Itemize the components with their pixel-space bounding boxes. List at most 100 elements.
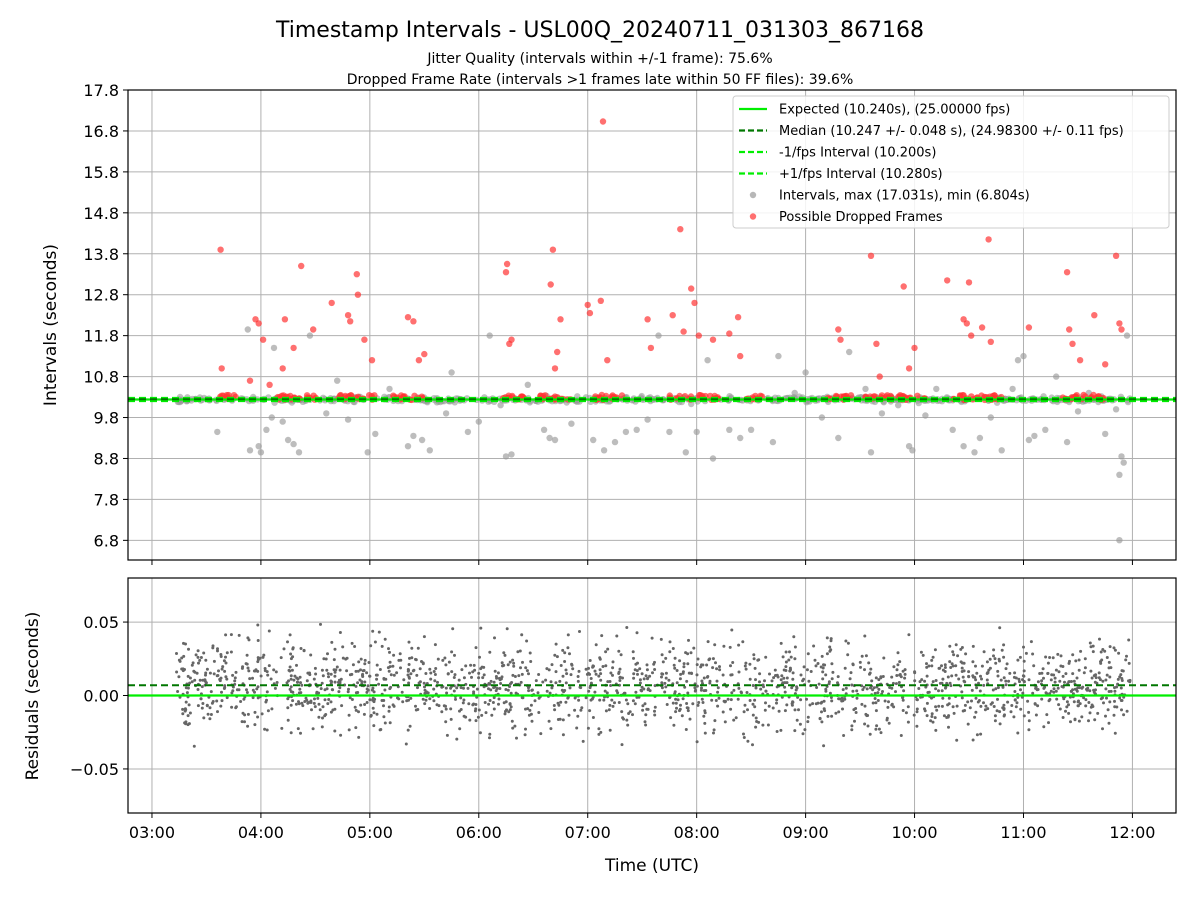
residual-point xyxy=(837,710,841,714)
x-tick-label: 03:00 xyxy=(129,823,175,842)
intervals-y-ticks: 6.87.88.89.810.811.812.813.814.815.816.8… xyxy=(83,81,128,550)
residual-point xyxy=(369,714,373,718)
residual-point xyxy=(829,648,833,652)
residual-point xyxy=(317,691,321,695)
residual-point xyxy=(744,661,748,665)
x-tick-label: 10:00 xyxy=(891,823,937,842)
residual-point xyxy=(1057,670,1061,674)
residual-point xyxy=(245,691,249,694)
residual-point xyxy=(642,687,646,691)
residual-point xyxy=(626,702,630,706)
residual-point xyxy=(300,701,304,705)
interval-point xyxy=(1102,430,1109,438)
residual-point xyxy=(777,709,781,713)
residual-point xyxy=(993,657,997,661)
residual-point xyxy=(793,657,797,661)
residual-point xyxy=(356,669,360,673)
residual-point xyxy=(375,663,379,667)
residual-point xyxy=(549,680,553,684)
residual-point xyxy=(554,670,558,674)
residual-point xyxy=(636,661,639,665)
residual-point xyxy=(511,658,515,662)
residual-point xyxy=(375,677,379,681)
residual-point xyxy=(392,653,396,657)
residual-point xyxy=(202,716,206,720)
residual-point xyxy=(300,683,304,687)
residual-point xyxy=(821,677,825,681)
residual-point xyxy=(906,705,910,709)
residual-point xyxy=(333,729,337,733)
residual-point xyxy=(553,653,557,657)
residual-point xyxy=(651,671,654,675)
residual-point xyxy=(607,708,611,712)
residual-point xyxy=(775,730,779,733)
residual-point xyxy=(1014,705,1018,709)
residual-point xyxy=(354,708,358,712)
legend-label: Intervals, max (17.031s), min (6.804s) xyxy=(779,189,1030,204)
residual-point xyxy=(850,728,854,732)
residual-point xyxy=(401,700,405,704)
x-tick-label: 04:00 xyxy=(238,823,284,842)
residual-point xyxy=(553,708,557,712)
residual-point xyxy=(692,646,696,650)
residual-point xyxy=(1042,725,1046,729)
residual-point xyxy=(588,659,592,662)
residual-point xyxy=(464,664,468,668)
residual-point xyxy=(874,709,878,713)
residual-point xyxy=(184,642,187,646)
dropped-frame-point xyxy=(230,392,238,399)
residual-point xyxy=(672,663,676,667)
residual-point xyxy=(318,708,322,712)
residual-point xyxy=(1026,699,1030,703)
residual-point xyxy=(933,716,937,720)
residual-point xyxy=(299,681,302,685)
interval-point xyxy=(1120,459,1127,466)
residual-point xyxy=(201,702,205,705)
residual-point xyxy=(1031,691,1035,695)
residual-point xyxy=(943,666,947,669)
residual-point xyxy=(661,660,665,664)
dropped-frame-point xyxy=(897,392,904,399)
residual-point xyxy=(609,671,613,675)
residual-point xyxy=(184,708,188,712)
residual-point xyxy=(740,691,743,695)
residual-point xyxy=(1067,680,1071,684)
residual-point xyxy=(995,709,999,713)
residual-point xyxy=(464,715,468,719)
residual-point xyxy=(951,650,955,654)
residual-point xyxy=(350,641,354,645)
residual-point xyxy=(1077,658,1081,662)
residual-point xyxy=(979,732,983,736)
residual-point xyxy=(1045,713,1049,717)
residual-point xyxy=(737,670,741,674)
dropped-frame-point xyxy=(597,297,604,304)
residual-point xyxy=(1107,666,1111,670)
residual-point xyxy=(973,715,977,719)
residual-point xyxy=(933,648,937,652)
residual-point xyxy=(712,728,716,732)
residual-point xyxy=(205,667,209,671)
residual-point xyxy=(1003,713,1006,717)
residual-point xyxy=(1094,673,1098,677)
residual-point xyxy=(1052,690,1056,694)
residual-point xyxy=(632,672,636,676)
residual-point xyxy=(870,679,874,683)
residual-point xyxy=(567,713,571,717)
interval-point xyxy=(867,449,875,456)
residual-point xyxy=(251,696,255,700)
residual-point xyxy=(330,688,334,692)
residual-point xyxy=(748,662,752,666)
residual-point xyxy=(855,696,859,700)
dropped-frame-point xyxy=(310,326,317,333)
residual-point xyxy=(467,702,471,706)
residual-point xyxy=(516,650,520,654)
residual-point xyxy=(270,707,274,711)
interval-point xyxy=(976,434,984,442)
residual-point xyxy=(372,690,376,694)
residual-point xyxy=(291,646,295,650)
residual-point xyxy=(998,626,1002,630)
residual-point xyxy=(636,672,639,676)
residual-point xyxy=(512,664,516,668)
residual-point xyxy=(886,705,890,709)
residual-point xyxy=(852,708,856,712)
